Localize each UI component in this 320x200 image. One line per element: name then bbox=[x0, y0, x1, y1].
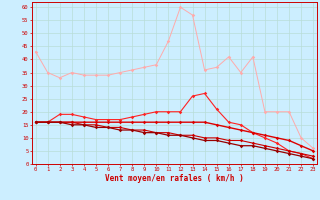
X-axis label: Vent moyen/en rafales ( km/h ): Vent moyen/en rafales ( km/h ) bbox=[105, 174, 244, 183]
